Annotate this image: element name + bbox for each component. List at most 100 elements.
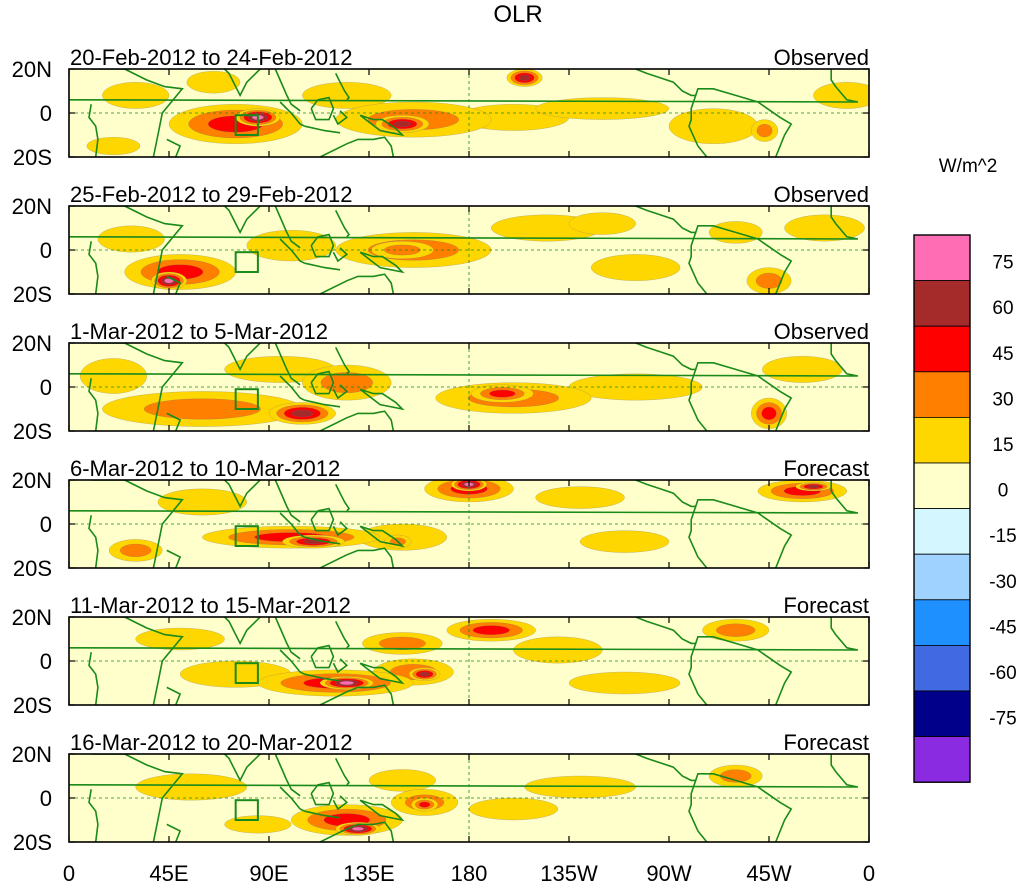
coastline — [319, 821, 395, 842]
colorbar-swatch — [913, 645, 971, 692]
coastline — [635, 617, 793, 705]
reference-box — [234, 251, 259, 273]
colorbar-swatch — [913, 280, 971, 327]
coastline — [319, 684, 395, 705]
coastline — [69, 617, 859, 651]
colorbar-swatch — [913, 508, 971, 555]
x-tick-label: 135E — [343, 861, 394, 886]
panel-field — [69, 343, 869, 431]
panel-5: 20N 0 20S 11-Mar-2012 to 15-Mar-2012 Forecas… — [12, 593, 870, 718]
coastline — [334, 347, 351, 375]
coastline — [166, 412, 182, 431]
colorbar-label: -30 — [989, 572, 1016, 593]
anomaly-contour — [291, 409, 314, 418]
units-label: W/m^2 — [939, 156, 998, 177]
anomaly-contour — [320, 372, 373, 394]
anomaly-contour — [716, 623, 756, 637]
x-tick-label: 45W — [746, 861, 791, 886]
colorbar-label: 45 — [992, 344, 1013, 365]
anomaly-contour — [418, 801, 431, 808]
coastline — [304, 810, 341, 819]
coastline — [166, 823, 182, 842]
panel-kind-label: Observed — [774, 182, 869, 207]
coastline — [279, 649, 305, 675]
coastline — [635, 754, 793, 842]
anomaly-contour — [143, 398, 261, 420]
anomaly-contour — [535, 97, 670, 120]
panel-2: 20N 0 20S 25-Feb-2012 to 29-Feb-2012 Observe… — [12, 182, 870, 307]
x-tick-label: 0 — [63, 861, 75, 886]
coastline — [688, 95, 708, 157]
colorbar-swatch — [913, 462, 971, 509]
y-tick-label: 0 — [40, 238, 52, 263]
panel-field — [69, 480, 869, 568]
y-tick-label: 20S — [13, 693, 52, 718]
x-tick-label: 180 — [451, 861, 488, 886]
y-tick-label: 0 — [40, 101, 52, 126]
coastline — [319, 136, 395, 157]
panel-kind-label: Forecast — [783, 456, 869, 481]
coastline — [195, 206, 301, 249]
panel-field — [69, 206, 869, 294]
coastline — [319, 273, 395, 294]
coastline — [688, 780, 708, 842]
coastline — [195, 343, 301, 386]
coastline — [359, 662, 405, 685]
anomaly-contour — [579, 530, 670, 553]
panel-1: 20N 0 20S 20-Feb-2012 to 24-Feb-2012 Observe… — [12, 45, 870, 170]
coastline — [279, 375, 305, 401]
coastline — [69, 754, 859, 788]
coastline — [91, 206, 184, 294]
x-tick-label: 135W — [540, 861, 598, 886]
coastline — [304, 399, 341, 408]
anomaly-contour — [535, 486, 625, 509]
coastline — [69, 206, 859, 240]
anomaly-contour — [761, 406, 777, 420]
y-tick-label: 20N — [12, 331, 52, 356]
coastline — [279, 238, 305, 264]
y-tick-label: 20N — [12, 742, 52, 767]
coastline — [359, 525, 405, 548]
y-tick-label: 20S — [13, 830, 52, 855]
coastline — [319, 410, 395, 431]
panel-date-range: 6-Mar-2012 to 10-Mar-2012 — [70, 456, 340, 481]
coastline — [304, 262, 341, 271]
coastline — [332, 110, 349, 126]
coastline — [166, 275, 182, 294]
coastline — [166, 686, 182, 705]
anomaly-contour — [668, 108, 759, 144]
colorbar-swatch — [913, 234, 971, 281]
y-tick-label: 20N — [12, 194, 52, 219]
panel-kind-label: Forecast — [783, 593, 869, 618]
coastline — [635, 69, 793, 157]
panel-date-range: 1-Mar-2012 to 5-Mar-2012 — [70, 319, 328, 344]
coastline — [334, 73, 351, 101]
anomaly-contour — [568, 671, 681, 695]
coastline — [279, 512, 305, 538]
y-tick-label: 20S — [13, 282, 52, 307]
coastline — [69, 69, 859, 103]
colorbar-label: 60 — [992, 298, 1013, 319]
colorbar-label: 30 — [992, 389, 1013, 410]
anomaly-contour — [591, 254, 681, 282]
coastline — [334, 210, 351, 238]
panel-field — [69, 69, 869, 157]
colorbar-label: -75 — [989, 709, 1016, 730]
panel-6: 20N 0 20S 16-Mar-2012 to 20-Mar-2012 Forecas… — [12, 730, 870, 855]
coastline — [359, 114, 405, 137]
colorbar-swatch — [913, 736, 971, 783]
y-tick-label: 20S — [13, 145, 52, 170]
coastline — [304, 125, 341, 134]
coastline — [688, 232, 708, 294]
panel-3: 20N 0 20S 1-Mar-2012 to 5-Mar-2012 Observed — [12, 319, 870, 444]
anomaly-contour — [157, 488, 247, 516]
y-tick-label: 0 — [40, 649, 52, 674]
anomaly-contour — [86, 136, 141, 155]
coastline — [359, 799, 405, 822]
anomaly-contour — [164, 278, 174, 284]
colorbar-swatch — [913, 371, 971, 418]
anomaly-contour — [383, 244, 421, 256]
colorbar-label: -45 — [989, 617, 1016, 638]
panels: 20N 0 20S 20-Feb-2012 to 24-Feb-2012 Observe… — [12, 45, 870, 855]
x-axis: 0 45E 90E 135E 180 135W 90W 45W 0 — [63, 861, 875, 886]
